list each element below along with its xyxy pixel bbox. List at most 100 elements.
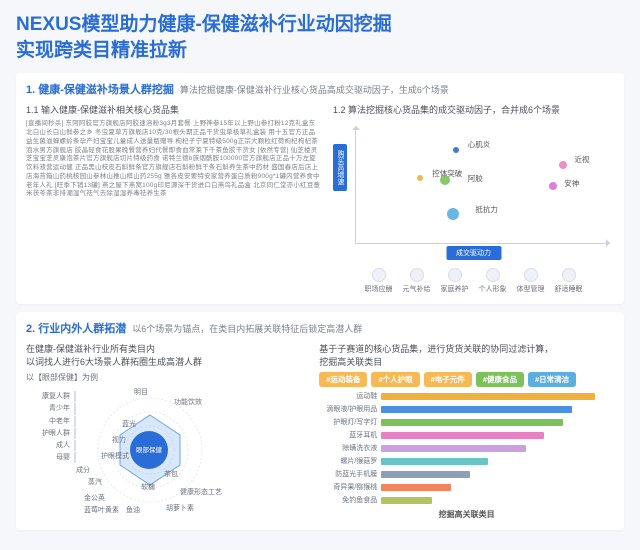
panel-2-left: 在健康-保健滋补行业所有类目内以词找人进行6大场景人群拓圈生成高潜人群 以【眼部…: [26, 342, 307, 520]
panel-1-left: 1.1 输入健康-保健滋补相关核心货品集 [直播间秒杀] 东阿阿胶官方旗舰店阿胶…: [26, 103, 321, 294]
bar-fill: [381, 484, 451, 491]
page-root: NEXUS模型助力健康-保健滋补行业动因挖掘 实现跨类目精准拉新 1. 健康-保…: [0, 0, 640, 550]
pill-dot-icon: [562, 268, 576, 282]
radar-label: 软糖: [141, 482, 155, 492]
scatter-y-label: 购买高增速: [333, 144, 347, 191]
bar-track: [381, 458, 614, 465]
panel-2-subtitle: 以6个场景为锚点，在类目内拓展关联特征后锁定高潜人群: [132, 322, 362, 335]
panel-1-left-sub: 1.1 输入健康-保健滋补相关核心货品集: [26, 103, 321, 116]
scatter-bubble: [549, 182, 557, 190]
bar-row: 奇异果/猕猴桃: [319, 482, 614, 492]
bar-track: [381, 497, 614, 504]
radar-label: 蓝光: [122, 419, 136, 429]
panel-2-head: 2. 行业内外人群拓潜 以6个场景为锚点，在类目内拓展关联特征后锁定高潜人群: [26, 320, 614, 336]
radar-left-item: 康复人群: [26, 391, 76, 402]
scatter-bubble-label: 近视: [574, 154, 589, 165]
bar-row: 运动鞋: [319, 391, 614, 401]
panel-1-right-sub: 1.2 算法挖掘核心货品集的成交驱动因子，合并成6个场景: [333, 103, 614, 116]
scatter-bubble: [440, 175, 450, 185]
scenario-pill: 舒适睡眠: [555, 268, 583, 294]
bar-row: 免钓鱼食品: [319, 495, 614, 505]
scatter-area: 心肌炎控体突破阿胶近视安神抵抗力: [355, 126, 610, 244]
bar-track: [381, 471, 614, 478]
category-tag: #健康食品: [476, 372, 524, 387]
pill-label: 职场应酬: [365, 284, 393, 294]
radar-left-item: 母婴: [26, 452, 76, 463]
category-tag: #日常清洁: [528, 372, 576, 387]
pill-label: 体型管理: [517, 284, 545, 294]
scatter-bubble-label: 心肌炎: [468, 139, 491, 150]
bar-label: 护眼灯/写字灯: [319, 417, 377, 427]
scatter-bubble: [559, 161, 567, 169]
bar-track: [381, 406, 614, 413]
category-tag-row: #运动装备#个人护眼#电子元件#健康食品#日常清洁: [319, 372, 614, 387]
scatter-bubble: [417, 175, 423, 181]
bar-fill: [381, 432, 544, 439]
bar-fill: [381, 445, 525, 452]
pill-label: 个人形象: [479, 284, 507, 294]
radar-label: 胡萝卜素: [166, 503, 194, 513]
radar-label: 功能饮效: [174, 397, 202, 407]
panel-2-left-intro: 在健康-保健滋补行业所有类目内以词找人进行6大场景人群拓圈生成高潜人群: [26, 342, 307, 368]
pill-label: 元气补给: [403, 284, 431, 294]
scatter-bubble-label: 安神: [564, 178, 579, 189]
scenario-pill-row: 职场应酬元气补给家庭养护个人形象体型管理舒适睡眠: [333, 268, 614, 294]
category-tag: #电子元件: [424, 372, 472, 387]
bar-fill: [381, 393, 595, 400]
pill-dot-icon: [372, 268, 386, 282]
radar-left-item: 中老年: [26, 416, 76, 427]
scenario-pill: 职场应酬: [365, 268, 393, 294]
bar-fill: [381, 419, 563, 426]
bar-chart: 运动鞋滴眼液/护眼用品护眼灯/写字灯蓝牙耳机除螨洗衣液螺片/猴菇罗防蓝光手机膜奇…: [319, 391, 614, 505]
bar-label: 滴眼液/护眼用品: [319, 404, 377, 414]
radar-label: 健康形态工艺: [180, 487, 222, 497]
panel-1-subtitle: 算法挖掘健康-保健滋补行业核心货品高成交驱动因子，生成6个场景: [180, 83, 449, 96]
panel-1-title: 1. 健康-保健滋补场景人群挖掘: [26, 81, 174, 97]
radar-chart: 康复人群青少年中老年护眼人群成人母婴 眼部保健 明目功能饮效蓝光视力护眼模式软糖…: [26, 385, 307, 513]
radar-label: 茶包: [164, 469, 178, 479]
radar-left-item: 成人: [26, 440, 76, 451]
panel-2-right: 基于子赛道的核心货品集，进行货货关联的协同过滤计算，挖掘高关联类目 #运动装备#…: [319, 342, 614, 520]
bar-fill: [381, 458, 488, 465]
radar-label: 明目: [134, 387, 148, 397]
radar-label: 金公英: [84, 493, 105, 503]
panel-1: 1. 健康-保健滋补场景人群挖掘 算法挖掘健康-保健滋补行业核心货品高成交驱动因…: [16, 73, 624, 304]
example-tag: 以【眼部保健】为例: [26, 372, 307, 383]
radar-left-item: 青少年: [26, 403, 76, 414]
bar-track: [381, 432, 614, 439]
pill-dot-icon: [448, 268, 462, 282]
assoc-label: 挖掘高关联类目: [319, 509, 614, 520]
title-line-1: NEXUS模型助力健康-保健滋补行业动因挖掘: [16, 12, 624, 38]
scatter-bubble: [447, 208, 459, 220]
panel-1-head: 1. 健康-保健滋补场景人群挖掘 算法挖掘健康-保健滋补行业核心货品高成交驱动因…: [26, 81, 614, 97]
bar-row: 护眼灯/写字灯: [319, 417, 614, 427]
bar-track: [381, 445, 614, 452]
scatter-bubble: [453, 147, 459, 153]
panel-2-title: 2. 行业内外人群拓潜: [26, 320, 126, 336]
panel-2-right-intro: 基于子赛道的核心货品集，进行货货关联的协同过滤计算，挖掘高关联类目: [319, 342, 614, 368]
bar-fill: [381, 471, 469, 478]
pill-label: 家庭养护: [441, 284, 469, 294]
scenario-pill: 体型管理: [517, 268, 545, 294]
pill-dot-icon: [486, 268, 500, 282]
scenario-pill: 家庭养护: [441, 268, 469, 294]
scatter-chart: 购买高增速 心肌炎控体突破阿胶近视安神抵抗力 成交驱动力: [333, 122, 614, 262]
scenario-pill: 个人形象: [479, 268, 507, 294]
scatter-x-label: 成交驱动力: [446, 246, 501, 260]
bar-row: 滴眼液/护眼用品: [319, 404, 614, 414]
bar-label: 防蓝光手机膜: [319, 469, 377, 479]
radar-label: 蒸汽: [88, 477, 102, 487]
bar-row: 螺片/猴菇罗: [319, 456, 614, 466]
scatter-bubble-label: 阿胶: [468, 173, 483, 184]
bar-label: 蓝牙耳机: [319, 430, 377, 440]
bar-label: 奇异果/猕猴桃: [319, 482, 377, 492]
bar-label: 螺片/猴菇罗: [319, 456, 377, 466]
bar-track: [381, 419, 614, 426]
pill-label: 舒适睡眠: [555, 284, 583, 294]
bar-fill: [381, 497, 432, 504]
radar-label: 蓝莓叶黄素: [84, 505, 119, 515]
panel-1-row: 1.1 输入健康-保健滋补相关核心货品集 [直播间秒杀] 东阿阿胶官方旗舰店阿胶…: [26, 103, 614, 294]
bar-label: 免钓鱼食品: [319, 495, 377, 505]
bar-fill: [381, 406, 572, 413]
panel-2: 2. 行业内外人群拓潜 以6个场景为锚点，在类目内拓展关联特征后锁定高潜人群 在…: [16, 312, 624, 530]
